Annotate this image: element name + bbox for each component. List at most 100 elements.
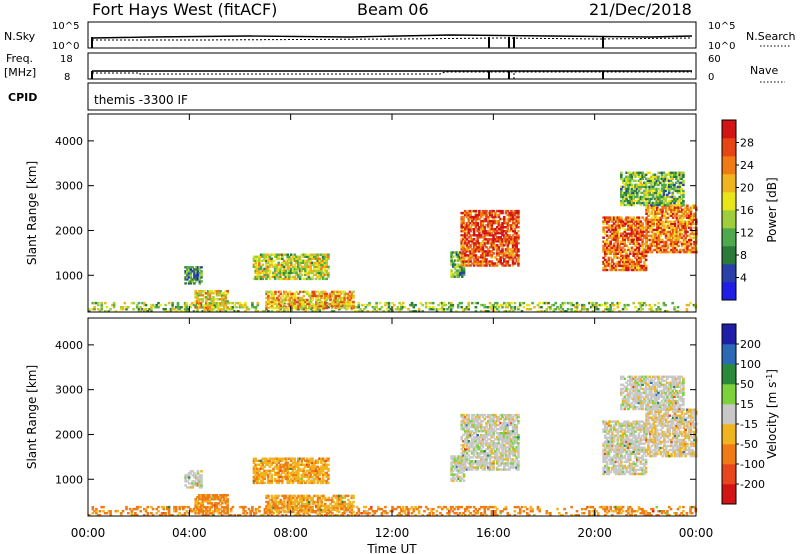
power-cell [453, 251, 457, 254]
velocity-cell [196, 506, 199, 509]
power-cell [687, 222, 691, 225]
power-cell [488, 219, 492, 223]
velocity-cell [263, 457, 266, 460]
power-cell [620, 250, 623, 253]
power-cell [465, 213, 469, 217]
velocity-cell [678, 514, 682, 517]
power-cell [313, 261, 316, 264]
power-cell [440, 308, 444, 311]
power-cell [634, 183, 637, 187]
velocity-cell [226, 500, 229, 503]
power-cell [109, 308, 112, 311]
power-cell [485, 258, 488, 261]
velocity-cell [616, 512, 620, 515]
power-cell [322, 296, 325, 300]
velocity-cell [314, 473, 318, 477]
velocity-cell [194, 482, 198, 485]
power-cell [637, 242, 641, 245]
velocity-cell [224, 502, 228, 505]
power-cell [686, 246, 689, 250]
power-cell [471, 219, 474, 223]
power-cell [618, 236, 621, 239]
power-cell [508, 224, 511, 227]
power-cell [664, 203, 667, 207]
power-cell [508, 254, 511, 257]
power-cell [352, 306, 355, 310]
velocity-cell [315, 512, 318, 515]
power-cell [277, 255, 281, 258]
power-cell [320, 296, 323, 300]
power-cell [661, 240, 664, 244]
power-cell [467, 262, 471, 265]
power-cell [189, 266, 193, 269]
power-cell [309, 255, 312, 258]
power-cell [251, 301, 254, 305]
velocity-cell [203, 506, 206, 509]
velocity-cell [208, 502, 212, 505]
power-cell [515, 222, 518, 225]
power-cell [313, 267, 316, 271]
power-cell [609, 230, 612, 233]
power-cell [646, 193, 650, 197]
power-cell [472, 246, 476, 249]
power-cell [256, 267, 259, 271]
power-cell [664, 242, 668, 246]
power-cell [630, 258, 634, 262]
power-cell [637, 173, 641, 176]
power-cell [504, 254, 508, 257]
power-cell [125, 306, 128, 309]
velocity-cell [620, 507, 623, 511]
freq-panel-frame [87, 52, 697, 80]
velocity-cell [277, 459, 281, 462]
power-cell [664, 240, 668, 244]
velocity-cell [307, 475, 311, 479]
power-cell [686, 242, 689, 246]
power-cell [639, 179, 643, 182]
velocity-cell [132, 507, 135, 511]
power-cell [682, 224, 686, 227]
velocity-cell [196, 470, 200, 473]
power-cell [625, 264, 628, 268]
velocity-cell [276, 508, 279, 512]
power-cell [623, 179, 627, 182]
power-cell [686, 248, 689, 252]
power-cell [316, 253, 320, 256]
velocity-cell [323, 471, 327, 475]
power-cell [277, 253, 281, 256]
power-cell [495, 246, 499, 249]
power-cell [609, 246, 612, 249]
power-cell [650, 212, 654, 215]
power-cell [194, 270, 198, 273]
power-cell [474, 310, 478, 313]
power-cell [339, 300, 343, 304]
power-cell [189, 280, 193, 283]
power-cell [679, 216, 682, 219]
power-cell [679, 210, 682, 213]
velocity-cell [215, 494, 219, 497]
velocity-cell [545, 510, 549, 513]
power-cell [221, 292, 224, 295]
power-cell [465, 254, 469, 257]
power-cell [300, 304, 304, 308]
power-cell [483, 310, 487, 313]
power-cell [691, 220, 694, 223]
velocity-cell [184, 484, 187, 487]
power-cell [604, 232, 607, 235]
velocity-cell [641, 512, 644, 515]
power-cell [295, 304, 299, 308]
power-cell [309, 271, 312, 275]
power-cell [680, 220, 684, 223]
power-cell [476, 234, 479, 237]
power-cell [205, 300, 208, 303]
velocity-cell [273, 465, 277, 468]
velocity-cell [199, 498, 203, 501]
power-cell [595, 306, 598, 309]
power-cell [462, 308, 465, 311]
power-cell [648, 197, 651, 201]
velocity-cell [270, 463, 273, 466]
power-cell [611, 303, 614, 307]
power-cell [676, 306, 680, 309]
power-cell [469, 215, 472, 219]
velocity-cell [197, 512, 201, 515]
power-cell [272, 296, 275, 300]
